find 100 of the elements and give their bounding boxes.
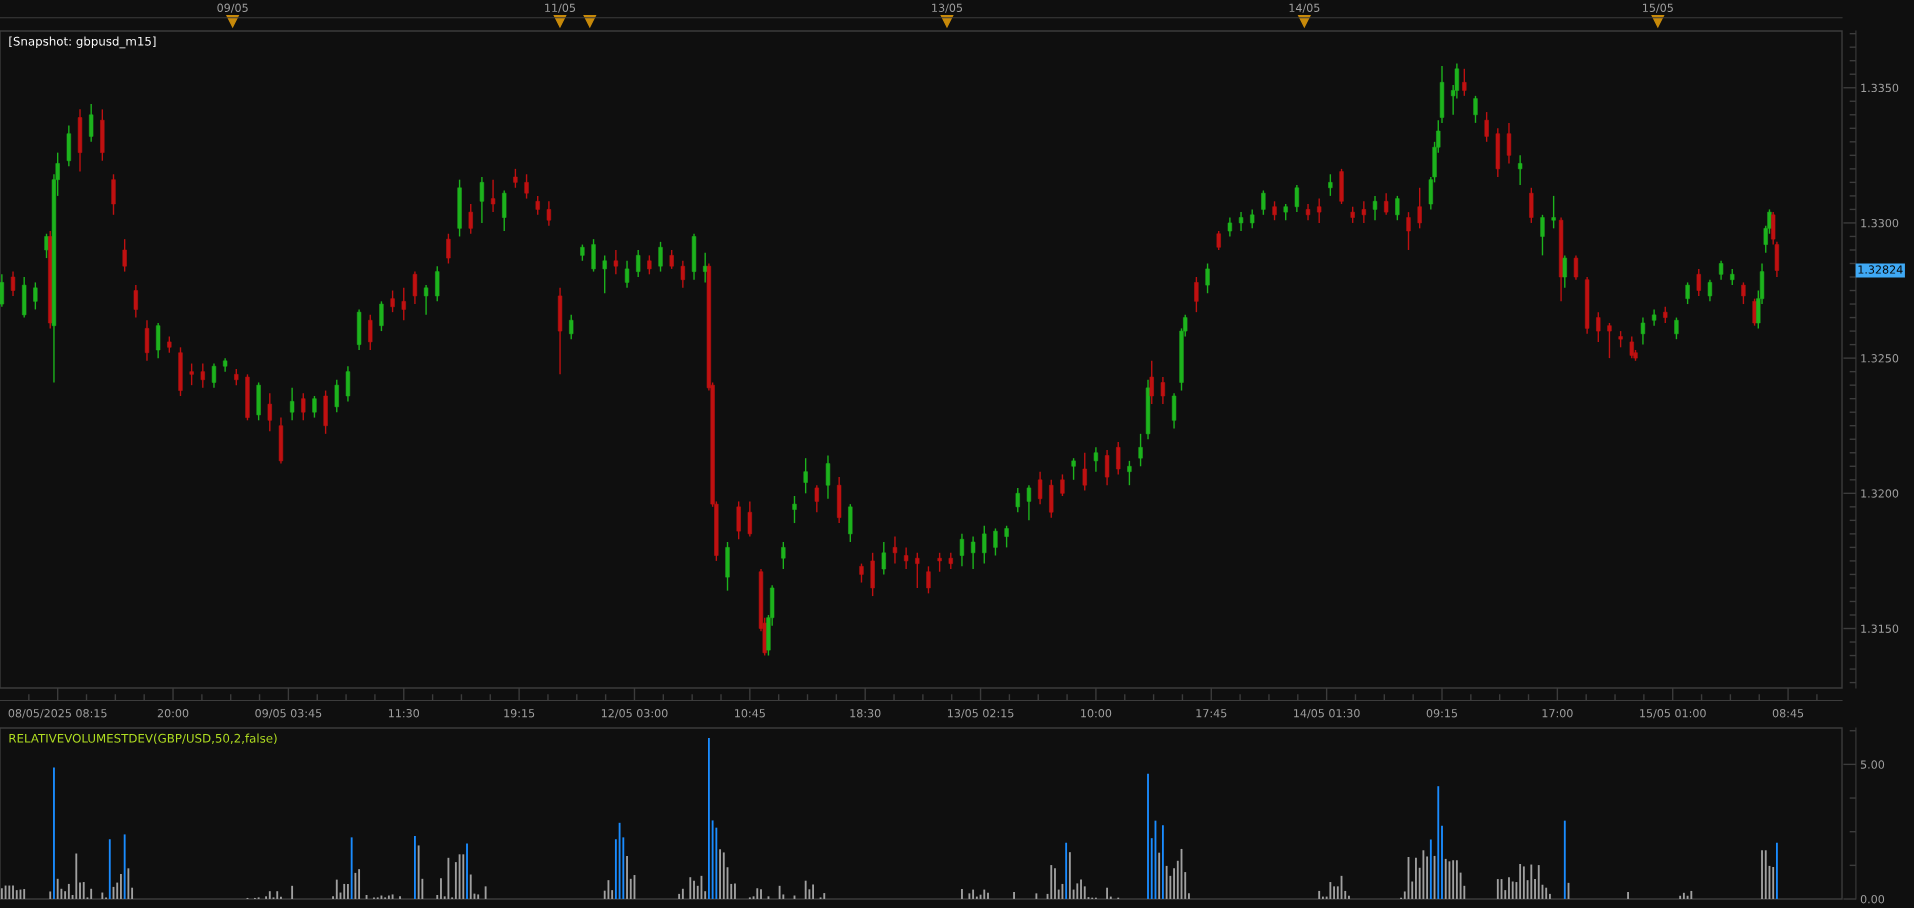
candlestick (1138, 433, 1143, 467)
candlestick (1004, 525, 1009, 549)
candlestick (1384, 192, 1389, 216)
candlestick (792, 495, 797, 524)
candlestick (1372, 195, 1378, 221)
x-tick-label: 15/05 01:00 (1640, 709, 1706, 719)
candlestick (33, 281, 38, 311)
candlestick (926, 565, 931, 595)
text: 1.32824 (1858, 265, 1903, 274)
y-tick-label: 1.3200 (1861, 489, 1899, 498)
candlestick (412, 270, 418, 305)
candlestick (1116, 441, 1121, 476)
candlestick (658, 241, 663, 273)
candlestick (1294, 184, 1300, 213)
x-tick-label: 20:00 (157, 709, 189, 718)
candlestick (1462, 68, 1467, 97)
y-tick-label: 0.00 (1860, 894, 1885, 904)
candlestick (814, 484, 819, 513)
candlestick (1562, 254, 1567, 289)
candlestick (1015, 487, 1020, 513)
candlestick (915, 552, 920, 589)
candlestick (1205, 262, 1210, 294)
candlestick (334, 379, 339, 413)
candlestick (959, 533, 965, 568)
text: 09/05 (217, 3, 248, 13)
x-tick-label: 10:45 (735, 709, 765, 718)
candlestick (803, 457, 808, 495)
x-tick-label: 18:30 (850, 709, 881, 718)
candlestick (133, 284, 138, 319)
candlestick (1752, 297, 1757, 327)
candlestick (513, 168, 518, 189)
candlestick (200, 362, 205, 389)
candlestick (535, 195, 540, 216)
text: 15/05 (1643, 3, 1673, 13)
x-tick-label: 14/05 01:30 (1294, 709, 1360, 719)
candlestick (1640, 316, 1646, 346)
candlestick (781, 541, 786, 570)
candlestick (647, 254, 652, 276)
candlestick (10, 270, 16, 297)
candlestick (1361, 200, 1366, 224)
candlestick (747, 500, 752, 538)
candlestick (1026, 484, 1032, 522)
candlestick (379, 300, 384, 332)
candlestick (1216, 230, 1221, 251)
candlestick (1238, 211, 1244, 232)
candlestick (368, 314, 373, 351)
candlestick (1607, 322, 1612, 359)
candlestick (1707, 279, 1713, 303)
candlestick (1406, 211, 1411, 251)
candlestick (1473, 95, 1478, 124)
x-tick-label: 09:15 (1426, 709, 1458, 718)
candlestick (1573, 254, 1579, 281)
candlestick (1674, 316, 1679, 340)
candlestick (881, 541, 886, 576)
candlestick (669, 249, 674, 270)
candlestick (44, 233, 49, 259)
candlestick (1718, 260, 1724, 281)
candlestick (122, 238, 127, 273)
candlestick (859, 562, 864, 584)
candlestick (1149, 360, 1154, 405)
candlestick (1696, 268, 1701, 297)
candlestick (0, 273, 4, 308)
candlestick (546, 200, 552, 227)
y-tick-label: 1.3350 (1861, 83, 1899, 93)
candlestick (479, 176, 485, 224)
chart-title: RELATIVEVOLUMESTDEV(GBP/USD,50,2,false) (9, 733, 277, 745)
candlestick (189, 362, 194, 386)
candlestick (1037, 470, 1043, 505)
candlestick (1071, 457, 1076, 481)
candlestick (312, 395, 317, 419)
text: 11/05 (545, 3, 576, 13)
candlestick (1484, 111, 1489, 143)
candlestick (446, 233, 451, 265)
candlestick (1317, 197, 1322, 224)
candlestick (1160, 376, 1166, 405)
candlestick (524, 173, 529, 200)
candlestick (89, 103, 94, 143)
x-tick-label: 19:15 (504, 709, 535, 718)
candlestick (636, 249, 641, 278)
candlestick (1227, 216, 1233, 238)
candlestick (1104, 449, 1110, 486)
candlestick (1261, 189, 1266, 216)
candlestick (1741, 281, 1746, 305)
candlestick (624, 260, 630, 289)
candlestick (982, 525, 987, 565)
candlestick (1685, 281, 1690, 305)
candlestick (680, 260, 685, 289)
x-tick-label: 13/05 02:15 (947, 709, 1014, 719)
candlestick (1272, 200, 1277, 221)
x-tick-label: 17:00 (1542, 709, 1573, 718)
candlestick (1194, 276, 1199, 313)
candlestick (1127, 460, 1132, 486)
candlestick (602, 254, 607, 294)
candlestick (401, 287, 406, 321)
chart-title: [Snapshot: gbpusd_m15] (9, 36, 156, 49)
y-tick-label: 1.3150 (1861, 624, 1899, 633)
candlestick (423, 284, 429, 316)
candlestick (289, 387, 295, 422)
candlestick (267, 392, 272, 432)
text: 14/05 (1289, 3, 1320, 13)
